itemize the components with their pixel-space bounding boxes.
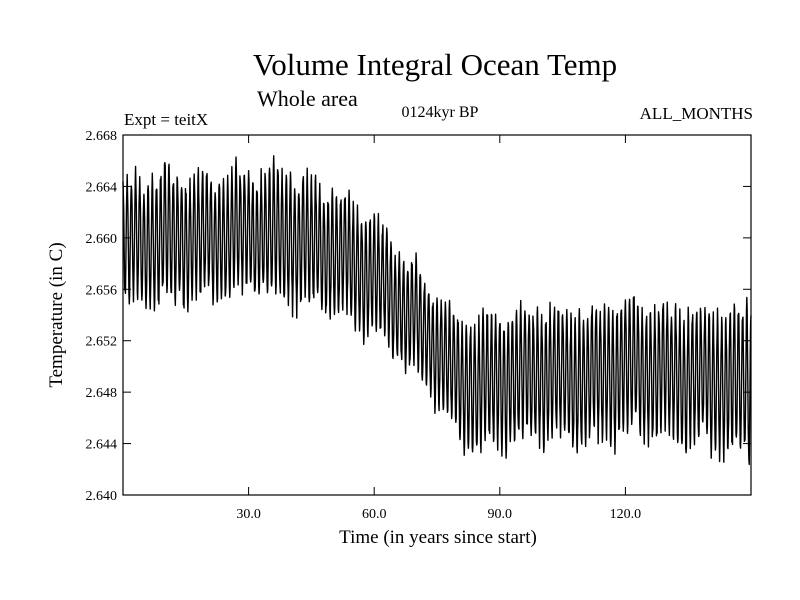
period-label: 0124kyr BP xyxy=(401,104,479,121)
y-tick-label: 2.652 xyxy=(86,335,118,350)
x-axis: 30.0 60.0 90.0 120.0 xyxy=(236,135,641,522)
x-tick-label: 30.0 xyxy=(236,507,261,522)
x-tick-label: 120.0 xyxy=(610,507,642,522)
y-tick-label: 2.648 xyxy=(86,386,118,401)
chart-marks xyxy=(122,155,752,466)
y-axis: 2.640 2.644 2.648 2.652 2.656 2.660 2.664 2.668 xyxy=(86,129,751,504)
y-axis-title: Temperature (in C) xyxy=(46,242,67,387)
x-axis-title: Time (in years since start) xyxy=(339,527,537,548)
chart-subtitle: Whole area xyxy=(257,86,358,111)
chart-title: Volume Integral Ocean Temp xyxy=(252,47,618,82)
y-tick-label: 2.668 xyxy=(86,129,118,144)
y-tick-label: 2.660 xyxy=(86,232,118,247)
y-tick-label: 2.664 xyxy=(86,180,118,195)
plot-frame xyxy=(122,134,752,496)
x-tick-label: 60.0 xyxy=(362,507,387,522)
y-tick-label: 2.656 xyxy=(86,283,118,298)
experiment-label: Expt = teitX xyxy=(124,110,209,129)
months-label: ALL_MONTHS xyxy=(639,104,753,123)
series-line xyxy=(122,155,752,466)
y-tick-label: 2.640 xyxy=(86,489,118,504)
x-tick-label: 90.0 xyxy=(488,507,513,522)
y-tick-label: 2.644 xyxy=(86,438,118,453)
